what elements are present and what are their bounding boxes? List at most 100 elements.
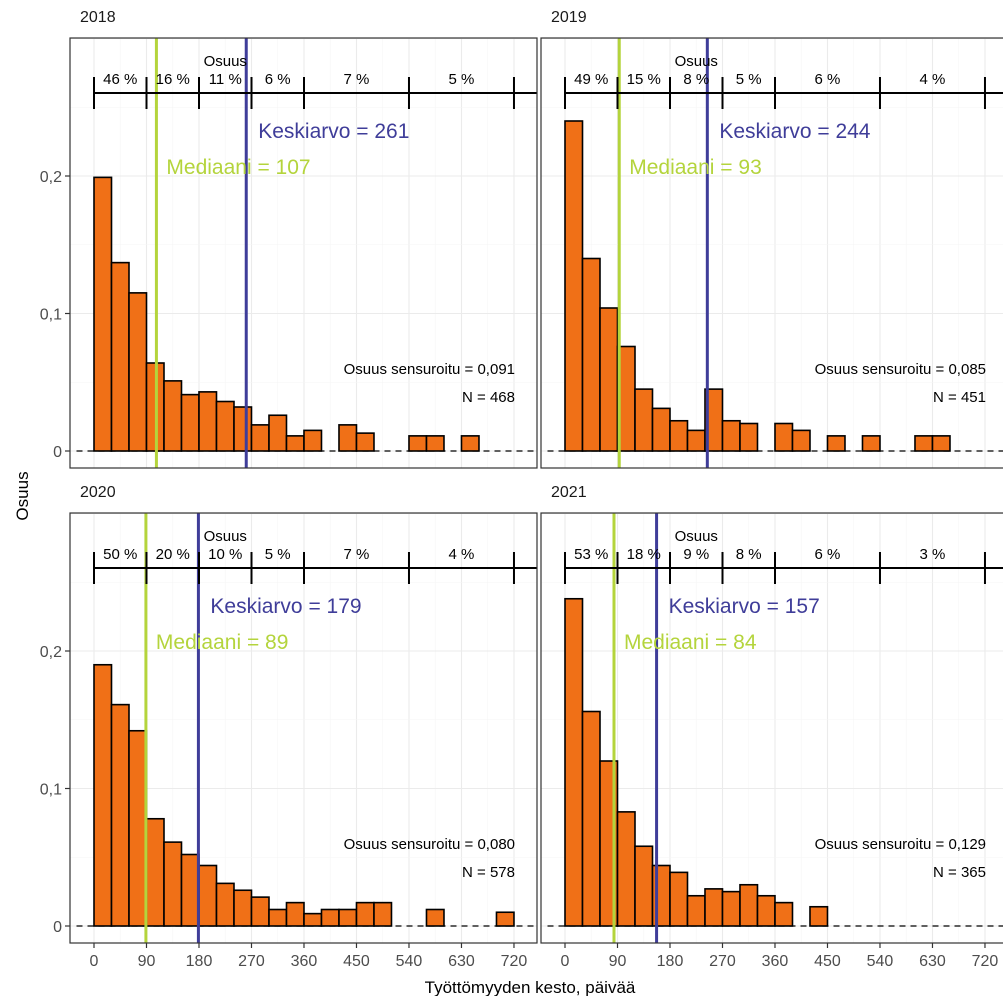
share-title: Osuus — [204, 528, 247, 545]
share-label: 6 % — [815, 546, 841, 563]
x-tick-label: 90 — [138, 953, 156, 970]
histogram-bar — [93, 663, 113, 927]
panel-2018: 2018 46 % 16 % 11 % 6 % 7 % 5 % Osuus Keskiarvo … — [40, 9, 538, 469]
histogram-bar — [721, 890, 741, 927]
histogram-bar — [564, 597, 584, 927]
histogram-bar — [268, 908, 288, 927]
share-label: 8 % — [736, 546, 762, 563]
histogram-bar — [355, 901, 375, 927]
histogram-bar — [145, 817, 165, 927]
x-tick-label: 540 — [867, 953, 894, 970]
histogram-bar — [303, 429, 323, 452]
histogram-bar — [931, 435, 951, 452]
x-tick-label: 450 — [343, 953, 370, 970]
histogram-bar — [163, 841, 183, 927]
x-tick-label: 270 — [709, 953, 736, 970]
histogram-bar — [564, 120, 584, 452]
x-tick-label: 630 — [448, 953, 475, 970]
histogram-bar — [303, 912, 323, 927]
histogram-bar — [128, 729, 148, 927]
histogram-bar — [756, 894, 776, 927]
histogram-bar — [809, 905, 829, 927]
share-label: 16 % — [156, 71, 190, 88]
histogram-bar — [408, 435, 428, 452]
panel-title: 2019 — [551, 9, 587, 26]
histogram-bar — [704, 888, 724, 927]
histogram-bar — [110, 261, 130, 452]
censored-annotation: Osuus sensuroitu = 0,085 — [815, 361, 986, 378]
share-label: 15 % — [627, 71, 661, 88]
histogram-bar — [721, 419, 741, 452]
histogram-bar — [634, 845, 654, 927]
histogram-bar — [599, 307, 619, 452]
y-tick-label: 0,2 — [40, 644, 62, 661]
x-tick-label: 630 — [919, 953, 946, 970]
share-label: 18 % — [627, 546, 661, 563]
histogram-bar — [215, 400, 235, 452]
mean-annotation: Keskiarvo = 179 — [210, 595, 361, 618]
histogram-bar — [686, 894, 706, 927]
share-label: 11 % — [209, 71, 242, 88]
share-label: 8 % — [683, 71, 709, 88]
share-label: 50 % — [103, 546, 137, 563]
x-tick-label: 180 — [186, 953, 213, 970]
share-label: 7 % — [344, 546, 370, 563]
histogram-bar — [425, 435, 445, 452]
histogram-bar — [373, 901, 393, 927]
x-tick-label: 720 — [972, 953, 999, 970]
x-tick-label: 360 — [762, 953, 789, 970]
x-tick-label: 0 — [90, 953, 99, 970]
histogram-bar — [128, 292, 148, 452]
histogram-bar — [198, 391, 218, 452]
histogram-bar — [425, 908, 445, 927]
share-label: 4 % — [920, 71, 946, 88]
histogram-bar — [338, 424, 358, 452]
y-tick-label: 0,1 — [40, 782, 62, 799]
share-label: 6 % — [815, 71, 841, 88]
histogram-bar — [250, 424, 270, 452]
median-annotation: Mediaani = 107 — [166, 156, 310, 179]
panel-title: 2021 — [551, 484, 587, 501]
x-tick-label: 90 — [609, 953, 627, 970]
share-label: 20 % — [156, 546, 190, 563]
histogram-bar — [669, 871, 689, 927]
median-annotation: Mediaani = 84 — [624, 631, 757, 654]
histogram-bar — [460, 435, 480, 452]
histogram-bar — [320, 908, 340, 927]
n-annotation: N = 451 — [933, 389, 986, 406]
median-annotation: Mediaani = 89 — [156, 631, 289, 654]
histogram-bar — [250, 896, 270, 927]
histogram-bar — [739, 422, 759, 452]
histogram-bar — [93, 176, 113, 452]
histogram-bar — [215, 882, 235, 927]
y-tick-label: 0 — [53, 919, 62, 936]
histogram-bar — [669, 419, 689, 452]
histogram-bar — [180, 393, 200, 452]
panel-border — [69, 37, 538, 469]
histogram-bar — [774, 901, 794, 927]
censored-annotation: Osuus sensuroitu = 0,091 — [344, 361, 515, 378]
share-label: 5 % — [736, 71, 762, 88]
x-tick-label: 540 — [396, 953, 423, 970]
histogram-bar — [495, 911, 515, 927]
y-tick-label: 0,1 — [40, 307, 62, 324]
share-label: 53 % — [574, 546, 608, 563]
panel-plot-area: 53 % 18 % 9 % 8 % 6 % 3 % Osuus Keskiarvo = 157… — [541, 513, 1003, 943]
histogram-bar — [233, 406, 253, 452]
x-axis-title: Työttömyyden kesto, päivää — [425, 978, 636, 996]
panel-2020: 2020 50 % 20 % 10 % 5 % 7 % 4 % Osuus Keskiarvo … — [40, 484, 538, 970]
y-tick-label: 0 — [53, 444, 62, 461]
panel-title: 2018 — [80, 9, 116, 26]
histogram-bar — [861, 435, 881, 452]
histogram-bar — [774, 422, 794, 452]
histogram-bar — [651, 407, 671, 452]
y-tick-label: 0,2 — [40, 169, 62, 186]
censored-annotation: Osuus sensuroitu = 0,129 — [815, 836, 986, 853]
histogram-bar — [355, 432, 375, 452]
histogram-bar — [163, 380, 183, 452]
histogram-bar — [285, 901, 305, 927]
histogram-bar — [180, 853, 200, 927]
share-label: 3 % — [920, 546, 946, 563]
panel-title: 2020 — [80, 484, 116, 501]
